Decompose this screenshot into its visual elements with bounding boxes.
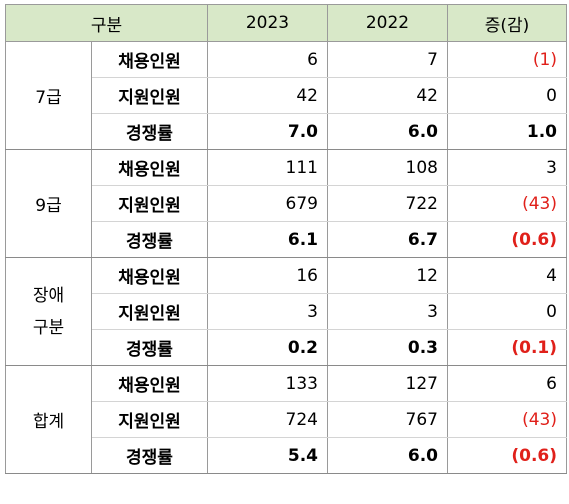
header-change: 증(감) xyxy=(447,4,567,42)
value-2022: 3 xyxy=(327,293,448,330)
value-2023: 6.1 xyxy=(207,221,328,258)
value-change: 4 xyxy=(447,257,567,294)
value-2023: 6 xyxy=(207,41,328,78)
value-2023: 724 xyxy=(207,401,328,438)
value-2022: 6.0 xyxy=(327,437,448,474)
table-row: 7급 채용인원 6 7 (1) xyxy=(5,41,567,150)
value-change: (43) xyxy=(447,185,567,222)
value-2022: 42 xyxy=(327,77,448,114)
value-2022: 7 xyxy=(327,41,448,78)
metric-label: 지원인원 xyxy=(91,293,208,330)
metric-label: 채용인원 xyxy=(91,257,208,294)
value-2023: 3 xyxy=(207,293,328,330)
group-label-total: 합계 xyxy=(5,365,92,474)
table-row: 장애 구분 채용인원 16 12 4 xyxy=(5,257,567,366)
table-row: 지원인원 3 3 0 xyxy=(6,293,567,330)
value-2023: 679 xyxy=(207,185,328,222)
value-2022: 12 xyxy=(327,257,448,294)
table-row: 지원인원 42 42 0 xyxy=(6,77,567,114)
group-label-grade9: 9급 xyxy=(5,149,92,258)
value-change: (43) xyxy=(447,401,567,438)
table-row: 9급 채용인원 111 108 3 xyxy=(5,149,567,258)
table-row: 경쟁률 5.4 6.0 (0.6) xyxy=(6,437,567,474)
metric-label: 경쟁률 xyxy=(91,329,208,366)
metric-label: 경쟁률 xyxy=(91,113,208,150)
header-year-2023: 2023 xyxy=(207,4,328,42)
group-label-disability: 장애 구분 xyxy=(5,257,92,366)
metric-label: 채용인원 xyxy=(91,365,208,402)
table-row: 경쟁률 0.2 0.3 (0.1) xyxy=(6,329,567,366)
group-label-line: 구분 xyxy=(32,317,65,338)
value-change: (0.6) xyxy=(447,221,567,258)
metric-label: 경쟁률 xyxy=(91,437,208,474)
value-2023: 0.2 xyxy=(207,329,328,366)
value-2022: 6.0 xyxy=(327,113,448,150)
value-2023: 111 xyxy=(207,149,328,186)
value-2023: 5.4 xyxy=(207,437,328,474)
header-year-2022: 2022 xyxy=(327,4,448,42)
table-row: 합계 채용인원 133 127 6 xyxy=(5,365,567,474)
metric-label: 지원인원 xyxy=(91,185,208,222)
value-change: 0 xyxy=(447,293,567,330)
recruitment-table: 구분 2023 2022 증(감) 7급 채용인원 6 7 (1) 지원인원 4… xyxy=(5,4,567,474)
metric-label: 경쟁률 xyxy=(91,221,208,258)
group-label-line: 장애 xyxy=(32,285,65,306)
value-2023: 16 xyxy=(207,257,328,294)
table-row: 지원인원 679 722 (43) xyxy=(6,185,567,222)
metric-label: 지원인원 xyxy=(91,401,208,438)
value-2023: 42 xyxy=(207,77,328,114)
value-change: 1.0 xyxy=(447,113,567,150)
value-change: 0 xyxy=(447,77,567,114)
value-2023: 133 xyxy=(207,365,328,402)
value-change: (0.1) xyxy=(447,329,567,366)
value-2023: 7.0 xyxy=(207,113,328,150)
table-row: 경쟁률 7.0 6.0 1.0 xyxy=(6,113,567,150)
metric-label: 채용인원 xyxy=(91,41,208,78)
value-2022: 722 xyxy=(327,185,448,222)
value-2022: 127 xyxy=(327,365,448,402)
table-row: 지원인원 724 767 (43) xyxy=(6,401,567,438)
value-change: (0.6) xyxy=(447,437,567,474)
value-2022: 0.3 xyxy=(327,329,448,366)
value-2022: 767 xyxy=(327,401,448,438)
header-row: 구분 2023 2022 증(감) xyxy=(5,4,567,42)
value-change: 6 xyxy=(447,365,567,402)
value-2022: 108 xyxy=(327,149,448,186)
value-2022: 6.7 xyxy=(327,221,448,258)
group-label-grade7: 7급 xyxy=(5,41,92,150)
header-category: 구분 xyxy=(5,4,208,42)
metric-label: 지원인원 xyxy=(91,77,208,114)
value-change: 3 xyxy=(447,149,567,186)
metric-label: 채용인원 xyxy=(91,149,208,186)
value-change: (1) xyxy=(447,41,567,78)
